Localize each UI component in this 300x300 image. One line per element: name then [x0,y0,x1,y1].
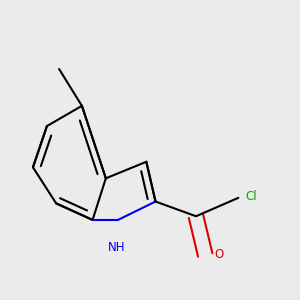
Text: O: O [214,248,224,261]
Text: NH: NH [107,241,125,254]
Text: Cl: Cl [245,190,256,202]
